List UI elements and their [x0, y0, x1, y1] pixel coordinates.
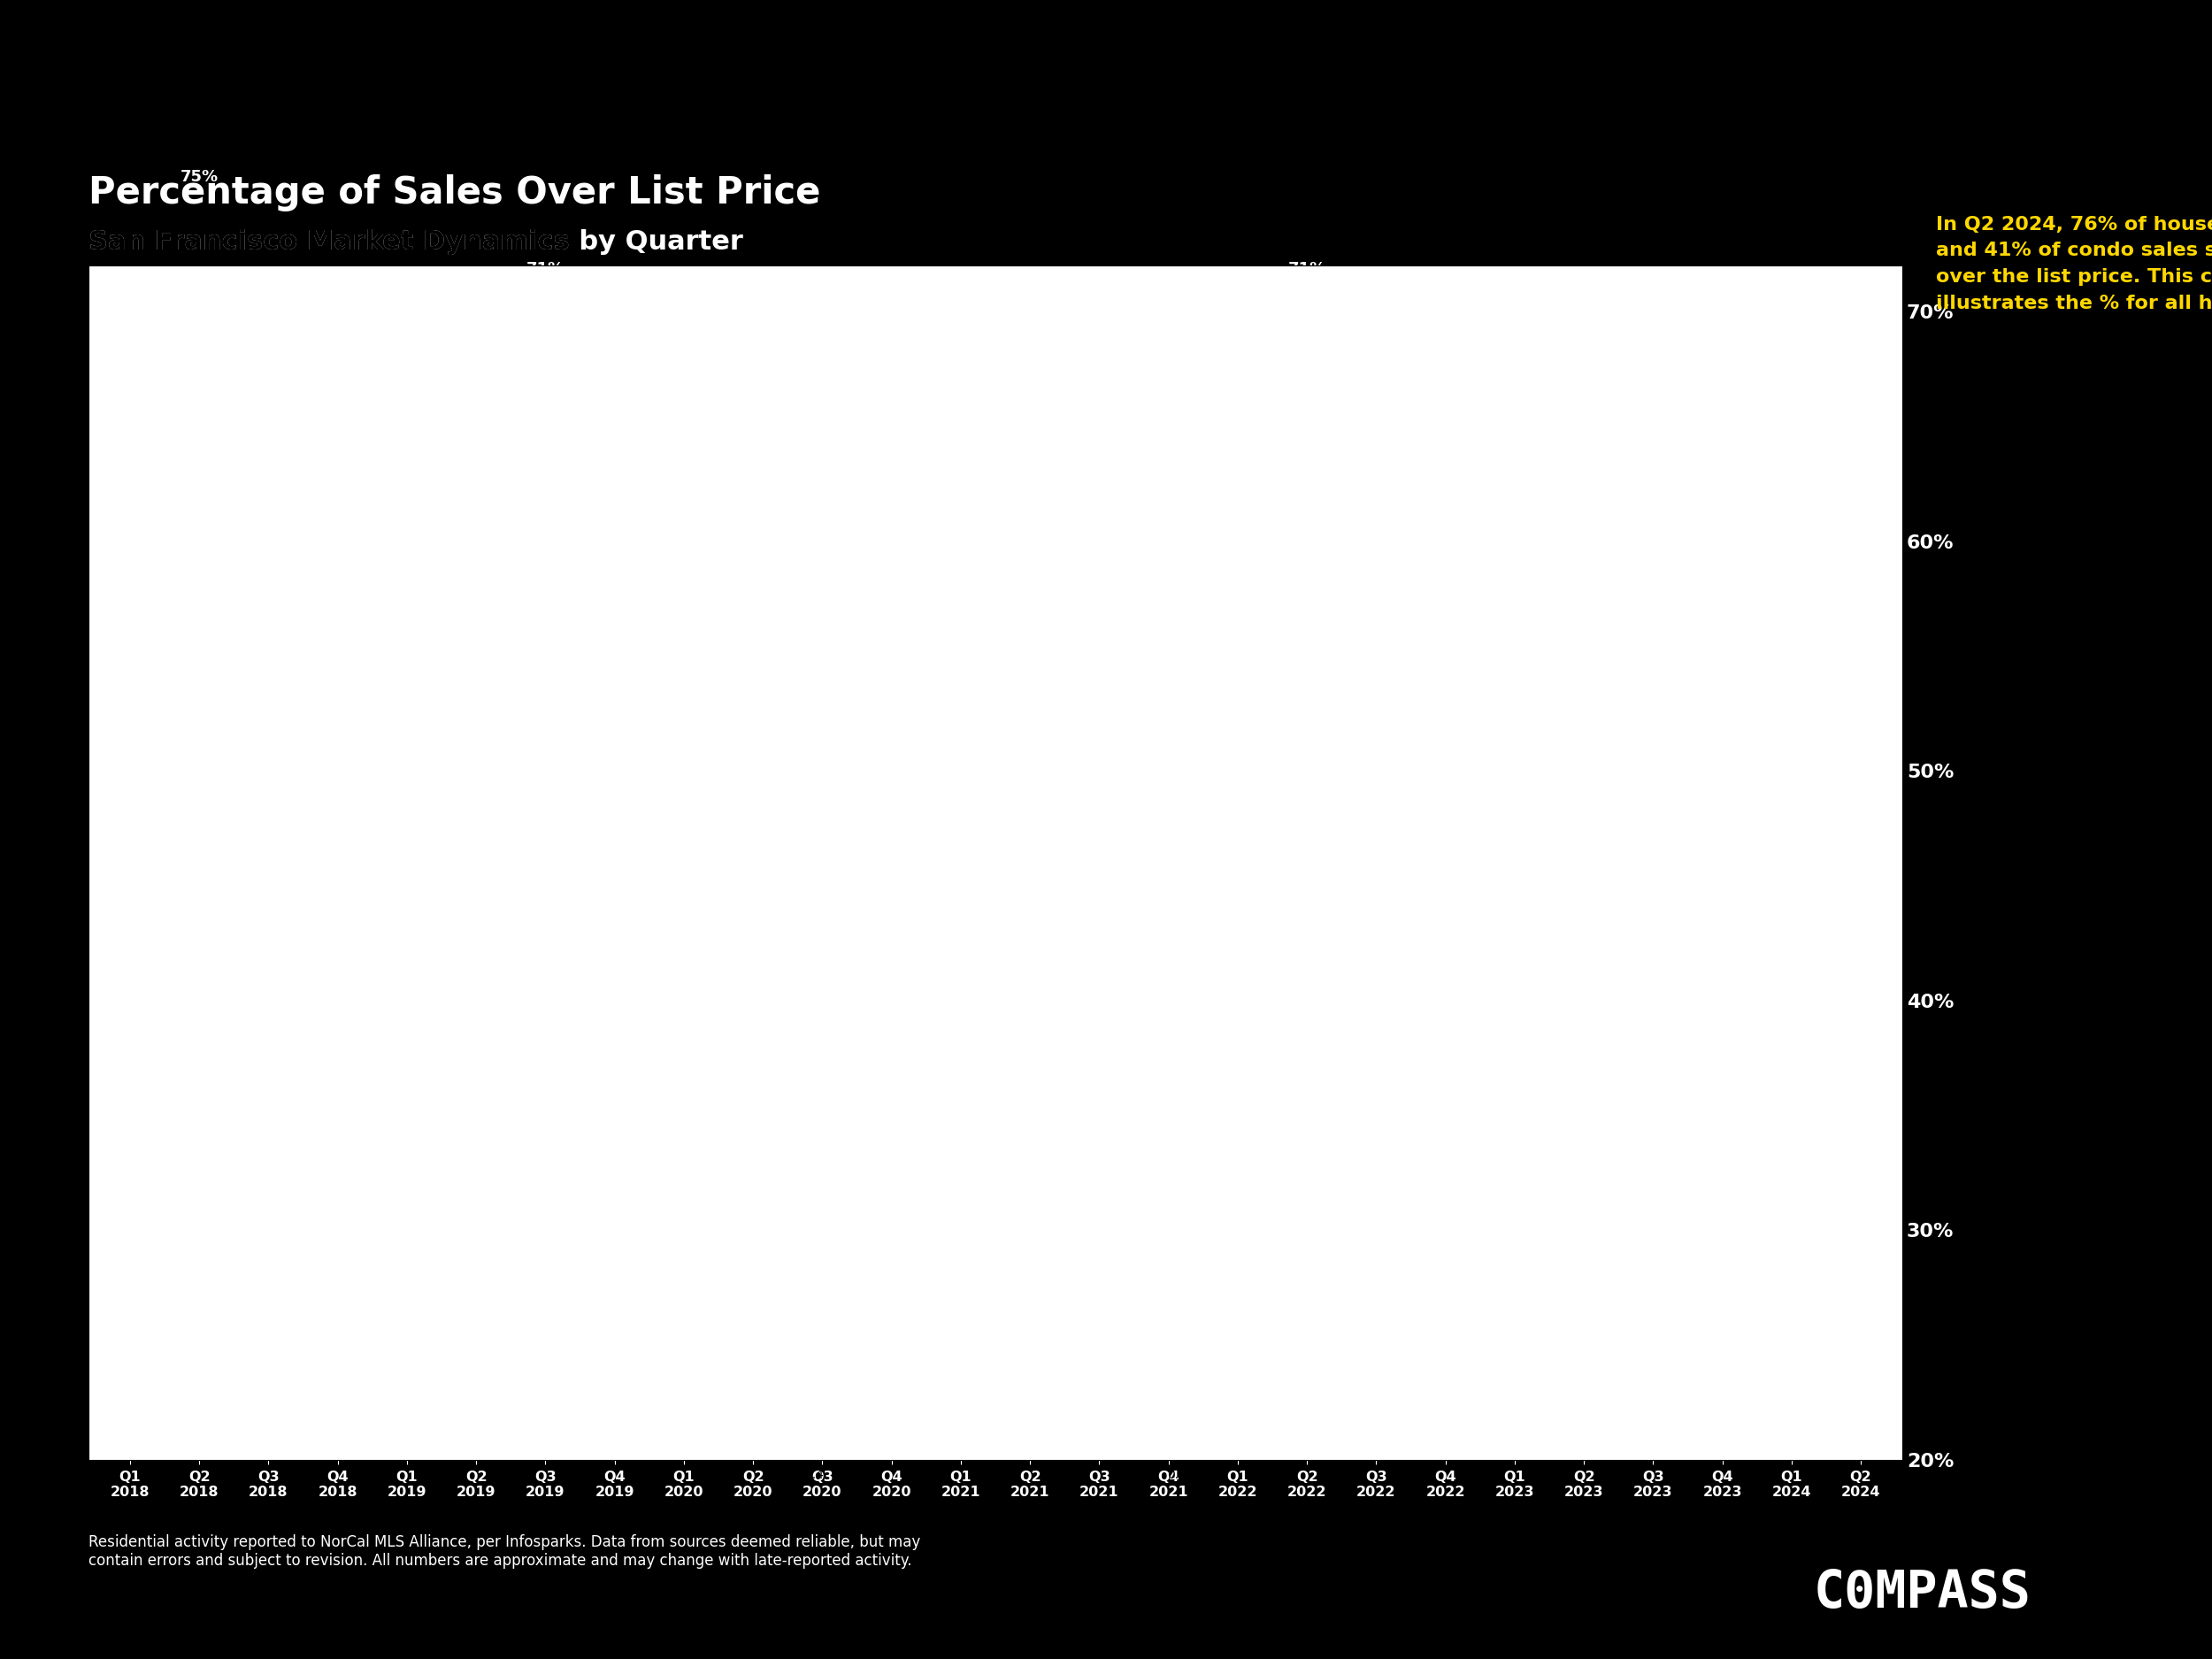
Text: 68%: 68% [1079, 330, 1119, 345]
Text: Higher overbidding percentages signify a
higher level of competition for new lis: Higher overbidding percentages signify a… [504, 300, 931, 337]
Bar [659, 494, 708, 1460]
Text: 40%: 40% [1495, 974, 1533, 989]
Bar [799, 748, 847, 1460]
Text: 71%: 71% [526, 260, 564, 277]
Bar [451, 357, 500, 1460]
Text: 46%: 46% [1703, 834, 1741, 851]
Text: 58%: 58% [1843, 559, 1880, 576]
Text: 48%: 48% [872, 790, 911, 805]
Bar [1420, 932, 1469, 1460]
Text: San Francisco Market Dynamics by Quarter: San Francisco Market Dynamics by Quarter [88, 229, 743, 254]
Bar [175, 196, 223, 1460]
Bar [314, 403, 363, 1460]
Text: Pandemic
hits: Pandemic hits [745, 886, 832, 921]
Text: C0MPASS: C0MPASS [1814, 1568, 2031, 1618]
Bar [243, 312, 292, 1460]
Bar [522, 289, 571, 1460]
Text: 47%: 47% [942, 813, 980, 828]
Text: 66%: 66% [319, 377, 356, 392]
Text: 62%: 62% [1011, 468, 1048, 484]
Text: Q2
2023
50%: Q2 2023 50% [1562, 672, 1606, 725]
Bar [1006, 494, 1055, 1460]
Text: In Q2 2024, 76% of house sales
and 41% of condo sales sold for
over the list pri: In Q2 2024, 76% of house sales and 41% o… [1936, 216, 2212, 312]
Text: 62%: 62% [111, 468, 148, 484]
Text: 66%: 66% [1150, 377, 1188, 392]
Bar [1075, 357, 1124, 1460]
Text: Percentage of Sales Over List Price: Percentage of Sales Over List Price [88, 174, 821, 211]
Bar [1559, 771, 1608, 1460]
Text: 46%: 46% [1772, 834, 1812, 851]
Bar [1352, 702, 1400, 1460]
Text: 75%: 75% [179, 169, 219, 186]
Bar [1491, 1000, 1540, 1460]
Bar [1836, 587, 1885, 1460]
Text: 62%: 62% [666, 468, 703, 484]
Bar [1628, 816, 1677, 1460]
Text: 51%: 51% [803, 720, 841, 737]
Text: 43%: 43% [1427, 904, 1464, 921]
Bar [591, 380, 639, 1460]
Bar [383, 564, 431, 1460]
Bar [1283, 289, 1332, 1460]
Text: San Francisco Market Dynamics: San Francisco Market Dynamics [88, 229, 580, 254]
Bar [1699, 863, 1747, 1460]
Text: |  Interest rates rise: | Interest rates rise [1444, 728, 1624, 745]
Bar [1767, 863, 1816, 1460]
Bar [1144, 403, 1192, 1460]
Text: 66%: 66% [1219, 377, 1256, 392]
Text: 68%: 68% [458, 330, 495, 345]
Text: 53%: 53% [1358, 675, 1396, 690]
Text: 67%: 67% [595, 353, 633, 368]
Text: 52%: 52% [734, 697, 772, 713]
Bar [867, 816, 916, 1460]
Text: | Peak of pandemic boom |: | Peak of pandemic boom | [947, 775, 1183, 790]
Text: 48%: 48% [1635, 790, 1672, 805]
Text: 59%: 59% [387, 536, 427, 552]
Text: Residential activity reported to NorCal MLS Alliance, per Infosparks. Data from : Residential activity reported to NorCal … [88, 1535, 920, 1569]
Text: |  End of high-tech boom  |: | End of high-tech boom | [115, 810, 352, 825]
Text: 71%: 71% [1287, 260, 1325, 277]
Text: Q2
2022
71%: Q2 2022 71% [1285, 265, 1329, 319]
Text: Q2
2024: Q2 2024 [1838, 496, 1882, 529]
Text: 70%: 70% [250, 284, 288, 300]
Bar [730, 725, 776, 1460]
Bar [106, 494, 155, 1460]
Text: 50%: 50% [1564, 743, 1604, 760]
Bar [1214, 403, 1261, 1460]
Bar [936, 839, 984, 1460]
